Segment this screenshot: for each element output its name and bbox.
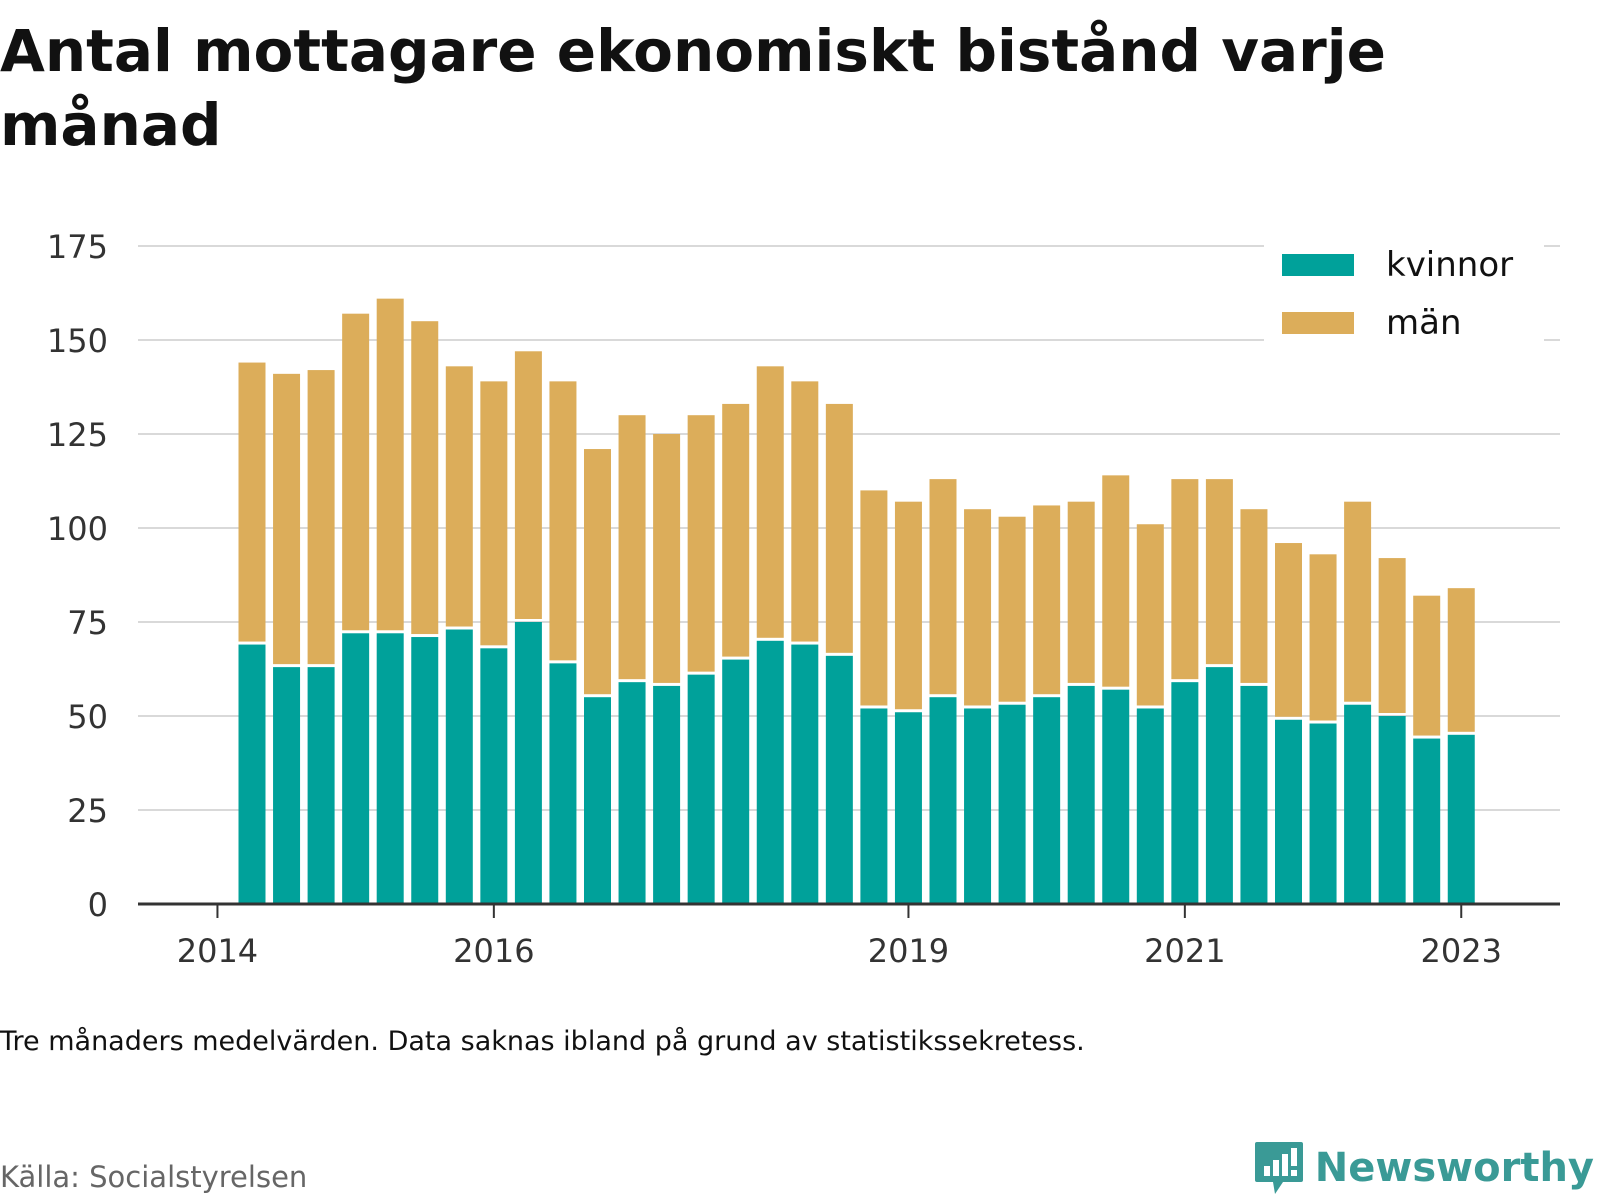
bar-kvinnor — [1171, 682, 1199, 904]
bar-kvinnor — [929, 697, 957, 904]
bar-kvinnor — [825, 655, 853, 904]
bar-kvinnor — [514, 622, 542, 904]
bar-kvinnor — [376, 633, 404, 904]
bar-man — [1067, 501, 1095, 683]
bar-man — [1102, 475, 1130, 687]
bar-man — [825, 403, 853, 653]
bar-kvinnor — [894, 712, 922, 904]
bar-man — [1205, 479, 1233, 665]
x-tick-label: 2014 — [177, 932, 258, 970]
y-tick-label: 0 — [88, 886, 108, 924]
bar-man — [1378, 558, 1406, 713]
bar-kvinnor — [445, 629, 473, 904]
bar-kvinnor — [1102, 689, 1130, 904]
bar-kvinnor — [1067, 685, 1095, 904]
bar-man — [480, 381, 508, 646]
bar-man — [584, 449, 611, 695]
bar-kvinnor — [687, 674, 715, 904]
bar-man — [1447, 588, 1475, 732]
bar-man — [964, 509, 992, 706]
bar-man — [929, 479, 957, 695]
bar-kvinnor — [549, 663, 577, 904]
bar-kvinnor — [860, 708, 888, 904]
bar-kvinnor — [480, 648, 508, 904]
bar-man — [756, 366, 784, 638]
bar-man — [1309, 554, 1337, 721]
bar-kvinnor — [342, 633, 370, 904]
bar-man — [860, 490, 888, 706]
bar-kvinnor — [1413, 738, 1441, 904]
brand-name: Newsworthy — [1314, 1145, 1594, 1191]
bar-man — [514, 351, 542, 619]
bar-kvinnor — [964, 708, 992, 904]
chart-title: Antal mottagare ekonomiskt bistånd varje… — [0, 17, 1386, 159]
x-tick-label: 2023 — [1421, 932, 1502, 970]
bar-man — [653, 434, 681, 683]
legend-swatch — [1282, 312, 1354, 334]
bar-kvinnor — [1033, 697, 1061, 904]
bar-kvinnor — [411, 637, 439, 904]
bar-man — [687, 415, 715, 672]
bar-man — [791, 381, 819, 642]
bar-man — [1171, 479, 1199, 680]
bar-man — [1240, 509, 1268, 683]
legend-label: kvinnor — [1386, 245, 1513, 285]
newsworthy-logo-icon — [1254, 1142, 1303, 1194]
y-tick-label: 100 — [47, 510, 108, 548]
y-tick-label: 175 — [47, 228, 108, 266]
bar-kvinnor — [1275, 719, 1302, 904]
axes: 0 25 50 75 100 125 150 175 2014 2016 2019 2021 2023 — [47, 228, 1560, 970]
x-tick-label: 2019 — [868, 932, 949, 970]
bar-kvinnor — [1447, 734, 1475, 904]
bar-man — [1275, 543, 1302, 717]
x-tick-label: 2021 — [1144, 932, 1225, 970]
bar-kvinnor — [238, 644, 266, 904]
bar-kvinnor — [791, 644, 819, 904]
source-label: Källa: Socialstyrelsen — [0, 1160, 308, 1194]
x-tick-label: 2016 — [453, 932, 534, 970]
bar-man — [376, 298, 404, 631]
bar-kvinnor — [1136, 708, 1164, 904]
bar-kvinnor — [307, 667, 335, 904]
legend: kvinnor män — [1264, 238, 1544, 346]
bar-kvinnor — [756, 640, 784, 904]
y-tick-label: 150 — [47, 322, 108, 360]
bar-kvinnor — [1240, 685, 1268, 904]
legend-swatch — [1282, 254, 1354, 276]
bar-kvinnor — [998, 704, 1026, 904]
y-tick-label: 25 — [67, 792, 108, 830]
y-tick-label: 50 — [67, 698, 108, 736]
bar-man — [411, 321, 439, 635]
bar-kvinnor — [653, 685, 681, 904]
bar-man — [238, 362, 266, 642]
bar-man — [618, 415, 646, 680]
bar-man — [273, 373, 301, 665]
chart-note: Tre månaders medelvärden. Data saknas ib… — [0, 1026, 1085, 1057]
bar-man — [722, 403, 750, 657]
bar-man — [342, 313, 370, 631]
bar-kvinnor — [1344, 704, 1372, 904]
bar-man — [1344, 501, 1372, 702]
bars — [238, 298, 1475, 904]
y-tick-label: 125 — [47, 416, 108, 454]
bar-man — [307, 370, 335, 665]
bar-kvinnor — [273, 667, 301, 904]
bar-man — [1136, 524, 1164, 706]
bar-kvinnor — [584, 697, 611, 904]
bar-man — [1413, 595, 1441, 736]
y-tick-label: 75 — [67, 604, 108, 642]
legend-label: män — [1386, 303, 1462, 343]
bar-man — [549, 381, 577, 661]
bar-kvinnor — [1378, 716, 1406, 904]
bar-man — [1033, 505, 1061, 695]
bar-kvinnor — [1309, 723, 1337, 904]
bar-man — [894, 501, 922, 710]
brand-logo[interactable]: Newsworthy — [1253, 1140, 1594, 1196]
bar-kvinnor — [618, 682, 646, 904]
bar-man — [998, 516, 1026, 702]
bar-man — [445, 366, 473, 627]
bar-kvinnor — [722, 659, 750, 904]
bar-kvinnor — [1205, 667, 1233, 904]
